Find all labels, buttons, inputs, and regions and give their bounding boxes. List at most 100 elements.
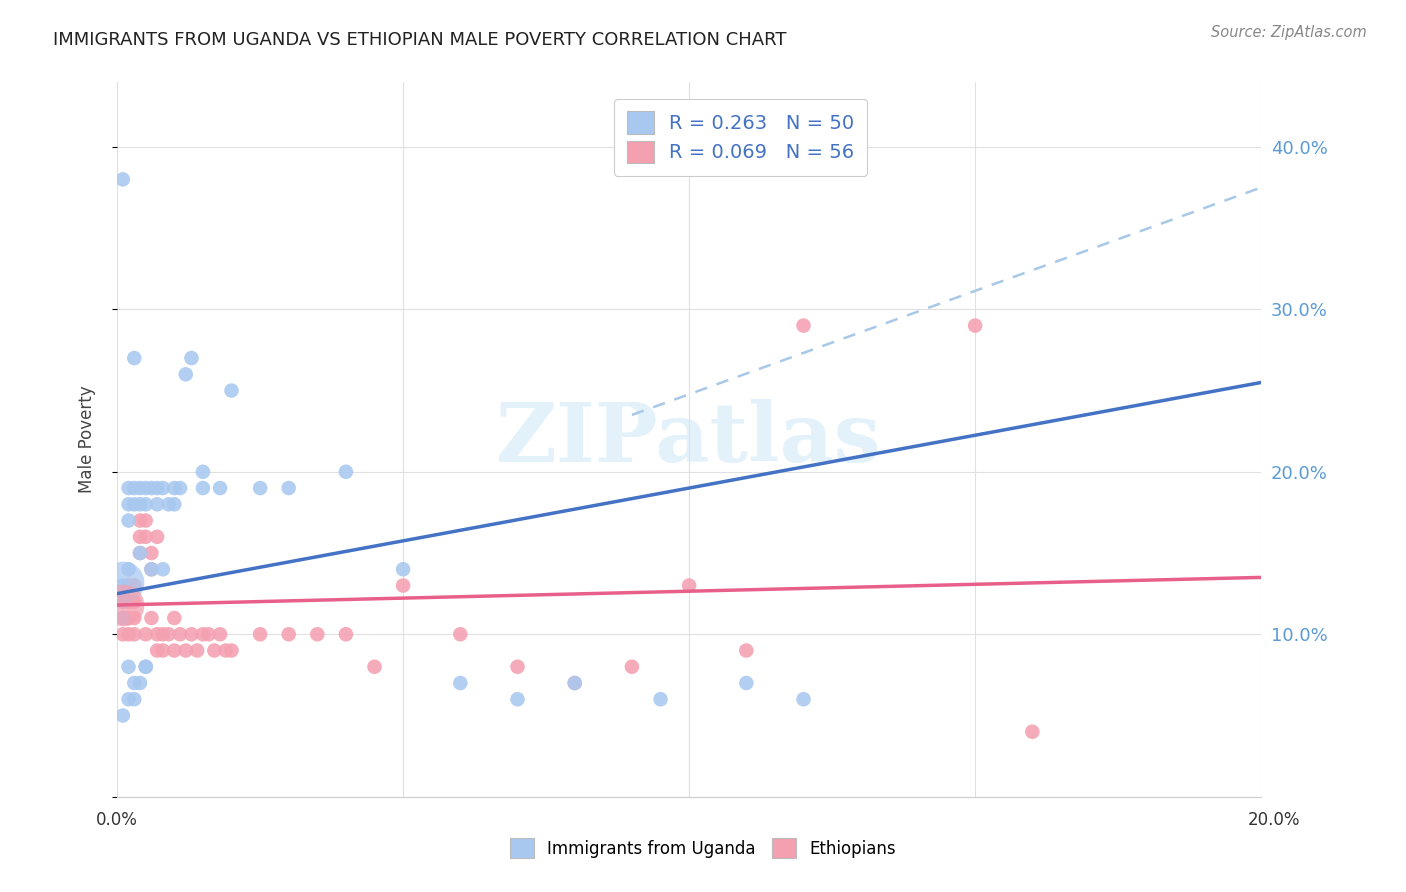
Point [141,546,163,560]
Point [215,643,238,657]
Point [335,627,357,641]
Point [169,627,191,641]
Point [141,562,163,576]
Point [135,659,157,673]
Point [506,659,529,673]
Legend: R = 0.263   N = 50, R = 0.069   N = 56: R = 0.263 N = 50, R = 0.069 N = 56 [614,99,868,176]
Point [129,497,152,511]
Point [152,481,174,495]
Point [135,497,157,511]
Point [135,514,157,528]
Point [186,643,208,657]
Point [111,575,134,590]
Point [111,627,134,641]
Point [129,514,152,528]
Point [111,595,134,609]
Point [163,611,186,625]
Point [363,659,385,673]
Point [163,481,186,495]
Point [191,481,214,495]
Point [117,627,139,641]
Point [650,692,672,706]
Point [174,368,197,382]
Point [277,481,299,495]
Point [392,578,415,592]
Point [152,643,174,657]
Point [449,627,471,641]
Point [735,676,758,690]
Point [111,611,134,625]
Point [117,497,139,511]
Point [111,708,134,723]
Point [146,643,169,657]
Point [111,611,134,625]
Point [122,351,145,365]
Point [129,546,152,560]
Point [157,627,180,641]
Point [180,351,202,365]
Point [135,659,157,673]
Text: 20.0%: 20.0% [1249,811,1301,829]
Point [209,627,232,641]
Point [117,578,139,592]
Point [135,627,157,641]
Point [221,643,243,657]
Point [792,692,814,706]
Text: 0.0%: 0.0% [96,811,138,829]
Point [111,578,134,592]
Point [146,497,169,511]
Point [146,481,169,495]
Point [620,659,643,673]
Point [191,465,214,479]
Point [122,611,145,625]
Point [117,481,139,495]
Point [163,643,186,657]
Point [202,643,225,657]
Point [249,627,271,641]
Point [209,481,232,495]
Point [117,595,139,609]
Point [169,481,191,495]
Point [111,598,134,612]
Point [122,692,145,706]
Point [191,627,214,641]
Point [157,497,180,511]
Point [117,514,139,528]
Point [221,384,243,398]
Point [122,676,145,690]
Point [117,611,139,625]
Point [1021,724,1043,739]
Point [277,627,299,641]
Point [180,627,202,641]
Point [335,465,357,479]
Point [135,481,157,495]
Point [129,546,152,560]
Point [111,595,134,609]
Point [117,692,139,706]
Point [506,692,529,706]
Point [122,497,145,511]
Point [307,627,329,641]
Text: Source: ZipAtlas.com: Source: ZipAtlas.com [1211,25,1367,40]
Legend: Immigrants from Uganda, Ethiopians: Immigrants from Uganda, Ethiopians [501,829,905,868]
Point [564,676,586,690]
Point [122,578,145,592]
Point [129,481,152,495]
Point [117,562,139,576]
Text: ZIPatlas: ZIPatlas [496,400,882,479]
Point [122,481,145,495]
Point [449,676,471,690]
Point [141,611,163,625]
Point [141,562,163,576]
Point [564,676,586,690]
Point [117,595,139,609]
Y-axis label: Male Poverty: Male Poverty [79,385,96,493]
Point [111,595,134,609]
Point [392,562,415,576]
Point [122,627,145,641]
Point [152,562,174,576]
Point [129,530,152,544]
Point [129,676,152,690]
Point [174,643,197,657]
Point [141,481,163,495]
